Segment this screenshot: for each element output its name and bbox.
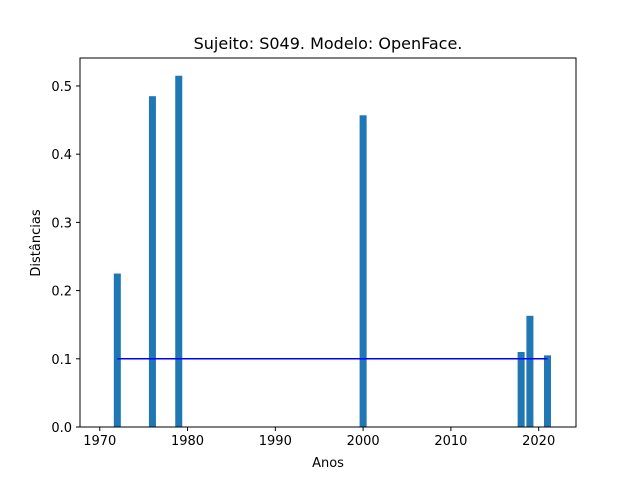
y-tick-label: 0.5: [51, 80, 72, 95]
y-tick-label: 0.3: [51, 216, 72, 231]
x-tick-label: 1990: [259, 434, 292, 449]
y-axis-ticks: 0.0 0.1 0.2 0.3 0.4 0.5: [51, 80, 80, 436]
x-tick-label: 1970: [83, 434, 116, 449]
y-tick-label: 0.0: [51, 421, 72, 436]
x-tick-label: 2020: [522, 434, 555, 449]
x-tick-label: 2000: [347, 434, 380, 449]
bar-1972: [113, 273, 121, 427]
y-tick-label: 0.4: [51, 148, 72, 163]
y-tick-label: 0.2: [51, 285, 72, 300]
plot-frame: [79, 57, 577, 428]
x-tick-label: 1980: [171, 434, 204, 449]
x-axis-label: Anos: [312, 456, 344, 471]
bar-2019: [526, 315, 534, 427]
bar-2018: [517, 351, 525, 427]
bar-1979: [175, 75, 183, 427]
bar-2000: [359, 115, 367, 428]
chart-title: Sujeito: S049. Modelo: OpenFace.: [194, 34, 463, 53]
bars-group: [113, 75, 551, 428]
bar-2021: [543, 355, 551, 427]
y-tick-label: 0.1: [51, 353, 72, 368]
y-axis-label: Distâncias: [29, 209, 44, 276]
x-axis-ticks: 1970 1980 1990 2000 2010 2020: [83, 427, 555, 449]
x-tick-label: 2010: [434, 434, 467, 449]
bar-1976: [148, 96, 156, 428]
